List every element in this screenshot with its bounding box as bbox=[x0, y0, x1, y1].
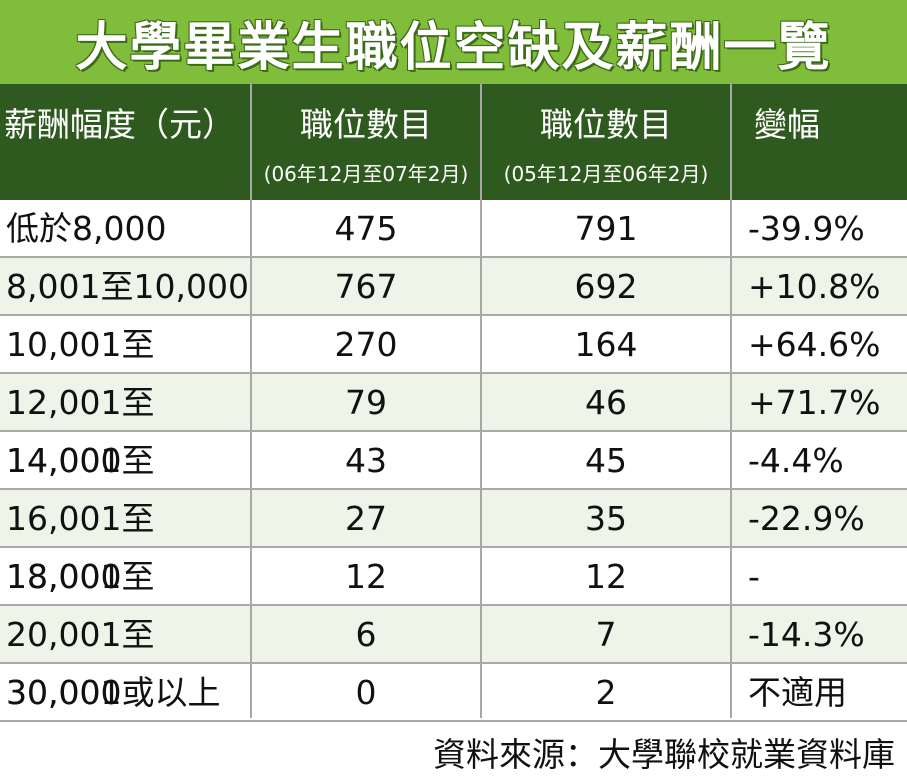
table-row: 30,001或以上 0 2 不適用 bbox=[0, 664, 907, 722]
column-divider bbox=[250, 84, 252, 718]
cell-change: -39.9% bbox=[748, 209, 865, 248]
cell-current-positions: 43 bbox=[345, 441, 387, 480]
cell-salary-range: 14,001至16,000 bbox=[6, 441, 155, 538]
page-title: 大學畢業生職位空缺及薪酬一覽 bbox=[75, 17, 832, 78]
cell-current-positions: 79 bbox=[345, 383, 387, 422]
cell-salary-range: 12,001至14,000 bbox=[6, 383, 155, 480]
header-previous-period: (05年12月至06年2月) bbox=[503, 162, 709, 186]
cell-change: 不適用 bbox=[748, 673, 847, 712]
table-header: 薪酬幅度（元） 職位數目 (06年12月至07年2月) 職位數目 (05年12月… bbox=[0, 84, 907, 200]
cell-change: +64.6% bbox=[748, 325, 881, 364]
header-salary-label: 薪酬幅度（元） bbox=[4, 105, 235, 144]
header-previous-positions: 職位數目 (05年12月至06年2月) bbox=[482, 84, 730, 200]
cell-change: -14.3% bbox=[748, 615, 865, 654]
cell-current-positions: 6 bbox=[355, 615, 377, 654]
cell-change: +71.7% bbox=[748, 383, 881, 422]
cell-previous-positions: 7 bbox=[595, 615, 617, 654]
cell-previous-positions: 791 bbox=[574, 209, 638, 248]
header-change: 變幅 bbox=[732, 84, 907, 200]
header-change-label: 變幅 bbox=[754, 105, 820, 144]
cell-current-positions: 12 bbox=[345, 557, 387, 596]
cell-current-positions: 475 bbox=[334, 209, 398, 248]
cell-previous-positions: 692 bbox=[574, 267, 638, 306]
header-previous-label: 職位數目 bbox=[540, 105, 672, 144]
header-current-period: (06年12月至07年2月) bbox=[263, 162, 469, 186]
header-current-positions: 職位數目 (06年12月至07年2月) bbox=[252, 84, 480, 200]
column-divider bbox=[730, 84, 732, 718]
table-row: 低於8,000 475 791 -39.9% bbox=[0, 200, 907, 258]
cell-change: -4.4% bbox=[748, 441, 844, 480]
cell-previous-positions: 164 bbox=[574, 325, 638, 364]
cell-salary-range: 8,001至10,000 bbox=[6, 267, 249, 306]
table-row: 8,001至10,000 767 692 +10.8% bbox=[0, 258, 907, 316]
header-salary-range: 薪酬幅度（元） bbox=[0, 84, 250, 200]
cell-current-positions: 767 bbox=[334, 267, 398, 306]
cell-salary-range: 20,001至30,000 bbox=[6, 615, 155, 712]
cell-change: - bbox=[748, 557, 760, 596]
cell-current-positions: 27 bbox=[345, 499, 387, 538]
cell-previous-positions: 46 bbox=[585, 383, 627, 422]
cell-previous-positions: 35 bbox=[585, 499, 627, 538]
title-bar: 大學畢業生職位空缺及薪酬一覽 bbox=[0, 0, 907, 84]
header-current-label: 職位數目 bbox=[300, 105, 432, 144]
cell-salary-range: 30,001或以上 bbox=[6, 673, 221, 712]
cell-salary-range: 18,001至20,000 bbox=[6, 557, 155, 654]
cell-previous-positions: 12 bbox=[585, 557, 627, 596]
cell-previous-positions: 2 bbox=[595, 673, 617, 712]
table-row: 16,001至18,000 27 35 -22.9% bbox=[0, 490, 907, 596]
cell-change: -22.9% bbox=[748, 499, 865, 538]
table-row: 14,001至16,000 43 45 -4.4% bbox=[0, 432, 907, 538]
table-row: 12,001至14,000 79 46 +71.7% bbox=[0, 374, 907, 480]
cell-current-positions: 0 bbox=[355, 673, 377, 712]
table-row: 18,001至20,000 12 12 - bbox=[0, 548, 907, 654]
cell-salary-range: 16,001至18,000 bbox=[6, 499, 155, 596]
cell-previous-positions: 45 bbox=[585, 441, 627, 480]
column-divider bbox=[480, 84, 482, 718]
cell-salary-range: 低於8,000 bbox=[6, 209, 167, 248]
source-note: 資料來源：大學聯校就業資料庫 bbox=[433, 735, 895, 774]
table-row: 20,001至30,000 6 7 -14.3% bbox=[0, 606, 907, 712]
cell-change: +10.8% bbox=[748, 267, 881, 306]
cell-current-positions: 270 bbox=[334, 325, 398, 364]
